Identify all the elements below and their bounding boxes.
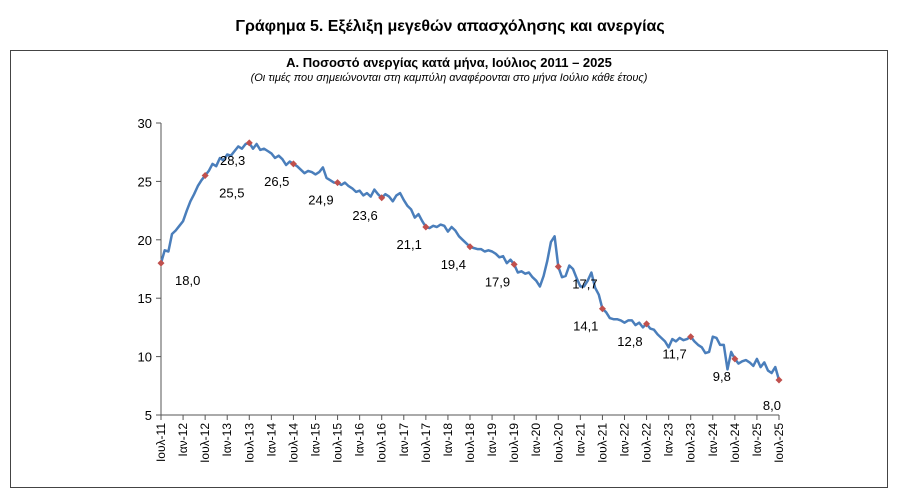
x-tick-label: Ιαν-25 <box>750 423 764 457</box>
july-marker <box>422 223 430 231</box>
chart-frame: Α. Ποσοστό ανεργίας κατά μήνα, Ιούλιος 2… <box>10 50 888 488</box>
x-tick-label: Ιουλ-11 <box>154 423 168 462</box>
x-axis-ticks: Ιουλ-11 Ιαν-12 Ιουλ-12 Ιαν-13 Ιουλ-13 Ιαν-14 Ι… <box>154 415 786 463</box>
july-marker <box>245 139 253 147</box>
x-tick-label: Ιαν-22 <box>618 423 632 457</box>
data-label: 25,5 <box>219 186 244 201</box>
data-label: 28,3 <box>220 153 245 168</box>
x-tick-label: Ιουλ-24 <box>728 423 742 463</box>
july-marker <box>378 194 386 202</box>
x-tick-label: Ιαν-16 <box>353 423 367 457</box>
unemployment-rate-line <box>159 141 781 382</box>
x-tick-label: Ιουλ-21 <box>595 423 609 463</box>
data-label: 24,9 <box>308 193 333 208</box>
data-label: 8,0 <box>763 398 781 413</box>
july-marker <box>201 172 209 180</box>
x-tick-label: Ιουλ-17 <box>419 423 433 463</box>
x-tick-label: Ιουλ-20 <box>551 423 565 463</box>
data-label: 11,7 <box>662 347 686 362</box>
y-tick-label: 25 <box>138 174 152 189</box>
july-marker <box>466 243 474 251</box>
x-tick-label: Ιουλ-19 <box>507 423 521 463</box>
x-tick-label: Ιουλ-13 <box>242 423 256 463</box>
x-tick-label: Ιουλ-23 <box>684 423 698 463</box>
data-label: 23,6 <box>352 208 377 223</box>
x-tick-label: Ιαν-18 <box>441 423 455 457</box>
data-label: 18,0 <box>175 273 200 288</box>
data-label: 21,1 <box>397 237 422 252</box>
x-tick-label: Ιαν-24 <box>706 423 720 457</box>
x-tick-label: Ιουλ-25 <box>772 423 786 463</box>
data-label: 17,9 <box>485 274 510 289</box>
x-tick-label: Ιαν-14 <box>264 423 278 457</box>
page-title: Γράφημα 5. Εξέλιξη μεγεθών απασχόλησης κ… <box>235 18 665 35</box>
july-marker <box>598 305 606 313</box>
x-tick-label: Ιαν-23 <box>662 423 676 457</box>
y-tick-label: 30 <box>138 116 152 131</box>
x-tick-label: Ιαν-17 <box>397 423 411 457</box>
july-marker <box>289 160 297 168</box>
x-tick-label: Ιουλ-16 <box>375 423 389 463</box>
x-tick-label: Ιουλ-22 <box>640 423 654 463</box>
y-axis-ticks: 5 10 15 20 25 30 <box>138 116 161 423</box>
x-tick-label: Ιουλ-12 <box>198 423 212 463</box>
july-marker <box>157 259 165 267</box>
data-label: 9,8 <box>713 369 731 384</box>
x-tick-label: Ιουλ-15 <box>331 423 345 463</box>
data-label: 19,4 <box>441 257 466 272</box>
data-label: 26,5 <box>264 174 289 189</box>
data-label: 17,7 <box>572 277 597 292</box>
chart-markers <box>157 139 783 384</box>
y-tick-label: 15 <box>138 291 152 306</box>
july-marker <box>334 179 342 187</box>
chart-axes <box>160 123 779 416</box>
chart-subtitle: (Οι τιμές που σημειώνονται στη καμπύλη α… <box>250 72 648 84</box>
july-marker <box>554 263 562 271</box>
x-tick-label: Ιουλ-18 <box>463 423 477 463</box>
july-marker <box>687 333 695 341</box>
x-tick-label: Ιαν-13 <box>220 423 234 457</box>
y-tick-label: 20 <box>138 233 152 248</box>
x-tick-label: Ιαν-19 <box>485 423 499 457</box>
x-tick-label: Ιαν-12 <box>176 423 190 457</box>
x-tick-label: Ιαν-15 <box>309 423 323 457</box>
y-tick-label: 10 <box>138 350 152 365</box>
july-marker <box>643 320 651 328</box>
chart-data-labels: 18,0 25,5 28,3 26,5 24,9 23,6 21,1 19,4 17,9 17,7… <box>175 153 781 413</box>
y-tick-label: 5 <box>145 408 152 423</box>
chart-title: Α. Ποσοστό ανεργίας κατά μήνα, Ιούλιος 2… <box>286 55 612 70</box>
chart-series <box>159 141 781 382</box>
july-marker <box>775 376 783 384</box>
data-label: 12,8 <box>617 334 642 349</box>
x-tick-label: Ιαν-21 <box>573 423 587 457</box>
x-tick-label: Ιαν-20 <box>529 423 543 457</box>
data-label: 14,1 <box>573 319 598 334</box>
x-tick-label: Ιουλ-14 <box>286 423 300 463</box>
july-marker <box>731 355 739 363</box>
